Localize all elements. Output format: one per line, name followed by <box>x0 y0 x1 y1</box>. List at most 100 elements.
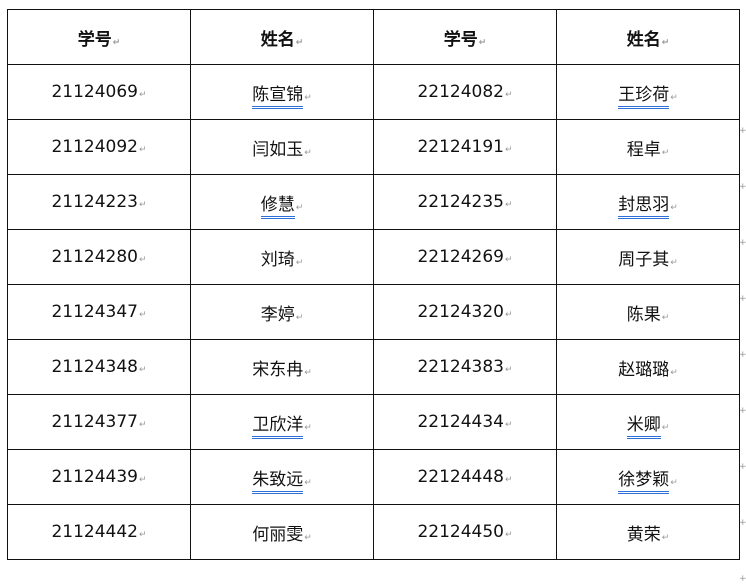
name-text: 修慧 <box>260 194 295 219</box>
name-cell[interactable]: 徐梦颖↵ <box>556 449 740 505</box>
student-id-cell[interactable]: 21124442↵ <box>7 504 191 560</box>
name-text: 宋东冉 <box>252 359 304 380</box>
paragraph-mark-icon: ↵ <box>661 532 670 543</box>
student-id-text: 22124434 <box>417 412 504 432</box>
student-id-cell[interactable]: 22124320↵ <box>373 284 557 340</box>
student-id-cell[interactable]: 22124269↵ <box>373 229 557 285</box>
student-id-cell[interactable]: 21124348↵ <box>7 339 191 395</box>
student-id-text: 21124092 <box>51 137 138 157</box>
student-id-text: 22124448 <box>417 467 504 487</box>
row-end-mark-icon: + <box>739 350 746 360</box>
name-text: 陈果 <box>626 304 661 325</box>
name-cell[interactable]: 周子其↵ <box>556 229 740 285</box>
student-id-text: 22124235 <box>417 192 504 212</box>
table-row: 21124223↵ 修慧↵ 22124235↵ 封思羽↵ <box>7 174 740 230</box>
paragraph-mark-icon: ↵ <box>661 147 670 158</box>
name-text: 程卓 <box>626 139 661 160</box>
header-label: 姓名 <box>260 29 295 50</box>
student-id-cell[interactable]: 21124280↵ <box>7 229 191 285</box>
student-id-cell[interactable]: 21124439↵ <box>7 449 191 505</box>
name-text: 朱致远 <box>252 469 304 494</box>
name-text: 王珍荷 <box>618 84 670 109</box>
name-cell[interactable]: 宋东冉↵ <box>190 339 374 395</box>
paragraph-mark-icon: ↵ <box>112 37 121 48</box>
student-table: 学号↵ 姓名↵ 学号↵ 姓名↵ 21124069↵ 陈宣锦↵ 22124082↵ 王珍… <box>7 9 740 560</box>
row-end-mark-icon: + <box>739 294 746 304</box>
paragraph-mark-icon: ↵ <box>295 312 304 323</box>
student-id-text: 22124320 <box>417 302 504 322</box>
paragraph-mark-icon: ↵ <box>304 147 312 158</box>
paragraph-mark-icon: ↵ <box>304 422 312 433</box>
paragraph-mark-icon: ↵ <box>504 255 513 265</box>
paragraph-mark-icon: ↵ <box>295 202 304 213</box>
header-student-id-2[interactable]: 学号↵ <box>373 9 557 65</box>
student-id-cell[interactable]: 22124450↵ <box>373 504 557 560</box>
name-text: 周子其 <box>618 249 670 270</box>
table-row: 21124280↵ 刘琦↵ 22124269↵ 周子其↵ <box>7 229 740 285</box>
student-id-cell[interactable]: 22124383↵ <box>373 339 557 395</box>
student-id-text: 21124347 <box>51 302 138 322</box>
student-id-cell[interactable]: 22124434↵ <box>373 394 557 450</box>
student-id-text: 22124450 <box>417 522 504 542</box>
table-row: 21124442↵ 何丽雯↵ 22124450↵ 黄荣↵ <box>7 504 740 560</box>
name-text: 李婷 <box>260 304 295 325</box>
paragraph-mark-icon: ↵ <box>670 257 678 268</box>
name-cell[interactable]: 王珍荷↵ <box>556 64 740 120</box>
header-student-id-1[interactable]: 学号↵ <box>7 9 191 65</box>
student-id-text: 21124223 <box>51 192 138 212</box>
paragraph-mark-icon: ↵ <box>661 312 670 323</box>
header-name-2[interactable]: 姓名↵ <box>556 9 740 65</box>
name-cell[interactable]: 何丽雯↵ <box>190 504 374 560</box>
paragraph-mark-icon: ↵ <box>661 422 670 433</box>
paragraph-mark-icon: ↵ <box>504 90 513 100</box>
paragraph-mark-icon: ↵ <box>138 255 147 265</box>
student-id-text: 21124069 <box>51 82 138 102</box>
row-end-mark-icon: + <box>739 574 746 584</box>
name-text: 卫欣洋 <box>252 414 304 439</box>
student-id-cell[interactable]: 21124069↵ <box>7 64 191 120</box>
name-cell[interactable]: 程卓↵ <box>556 119 740 175</box>
student-id-cell[interactable]: 22124448↵ <box>373 449 557 505</box>
paragraph-mark-icon: ↵ <box>661 37 670 48</box>
paragraph-mark-icon: ↵ <box>138 530 147 540</box>
student-id-text: 22124269 <box>417 247 504 267</box>
student-id-text: 22124383 <box>417 357 504 377</box>
name-cell[interactable]: 刘琦↵ <box>190 229 374 285</box>
table-row: 21124348↵ 宋东冉↵ 22124383↵ 赵璐璐↵ <box>7 339 740 395</box>
table-row: 21124069↵ 陈宣锦↵ 22124082↵ 王珍荷↵ <box>7 64 740 120</box>
paragraph-mark-icon: ↵ <box>504 145 513 155</box>
row-end-mark-icon: + <box>739 182 746 192</box>
paragraph-mark-icon: ↵ <box>504 310 513 320</box>
name-text: 刘琦 <box>260 249 295 270</box>
name-cell[interactable]: 朱致远↵ <box>190 449 374 505</box>
header-name-1[interactable]: 姓名↵ <box>190 9 374 65</box>
student-id-text: 21124439 <box>51 467 138 487</box>
paragraph-mark-icon: ↵ <box>504 475 513 485</box>
name-text: 何丽雯 <box>252 524 304 545</box>
student-id-cell[interactable]: 21124377↵ <box>7 394 191 450</box>
name-cell[interactable]: 卫欣洋↵ <box>190 394 374 450</box>
student-id-cell[interactable]: 21124092↵ <box>7 119 191 175</box>
name-text: 黄荣 <box>626 524 661 545</box>
name-cell[interactable]: 赵璐璐↵ <box>556 339 740 395</box>
name-cell[interactable]: 修慧↵ <box>190 174 374 230</box>
header-row: 学号↵ 姓名↵ 学号↵ 姓名↵ <box>7 9 740 65</box>
row-end-mark-icon: + <box>739 518 746 528</box>
name-cell[interactable]: 黄荣↵ <box>556 504 740 560</box>
paragraph-mark-icon: ↵ <box>478 37 487 48</box>
student-id-cell[interactable]: 21124223↵ <box>7 174 191 230</box>
row-end-mark-icon: + <box>739 406 746 416</box>
student-id-cell[interactable]: 22124191↵ <box>373 119 557 175</box>
name-cell[interactable]: 米卿↵ <box>556 394 740 450</box>
paragraph-mark-icon: ↵ <box>504 365 513 375</box>
student-id-cell[interactable]: 22124235↵ <box>373 174 557 230</box>
name-cell[interactable]: 封思羽↵ <box>556 174 740 230</box>
name-cell[interactable]: 闫如玉↵ <box>190 119 374 175</box>
paragraph-mark-icon: ↵ <box>304 367 312 378</box>
name-cell[interactable]: 陈果↵ <box>556 284 740 340</box>
name-cell[interactable]: 李婷↵ <box>190 284 374 340</box>
name-cell[interactable]: 陈宣锦↵ <box>190 64 374 120</box>
student-id-cell[interactable]: 22124082↵ <box>373 64 557 120</box>
paragraph-mark-icon: ↵ <box>138 475 147 485</box>
student-id-cell[interactable]: 21124347↵ <box>7 284 191 340</box>
